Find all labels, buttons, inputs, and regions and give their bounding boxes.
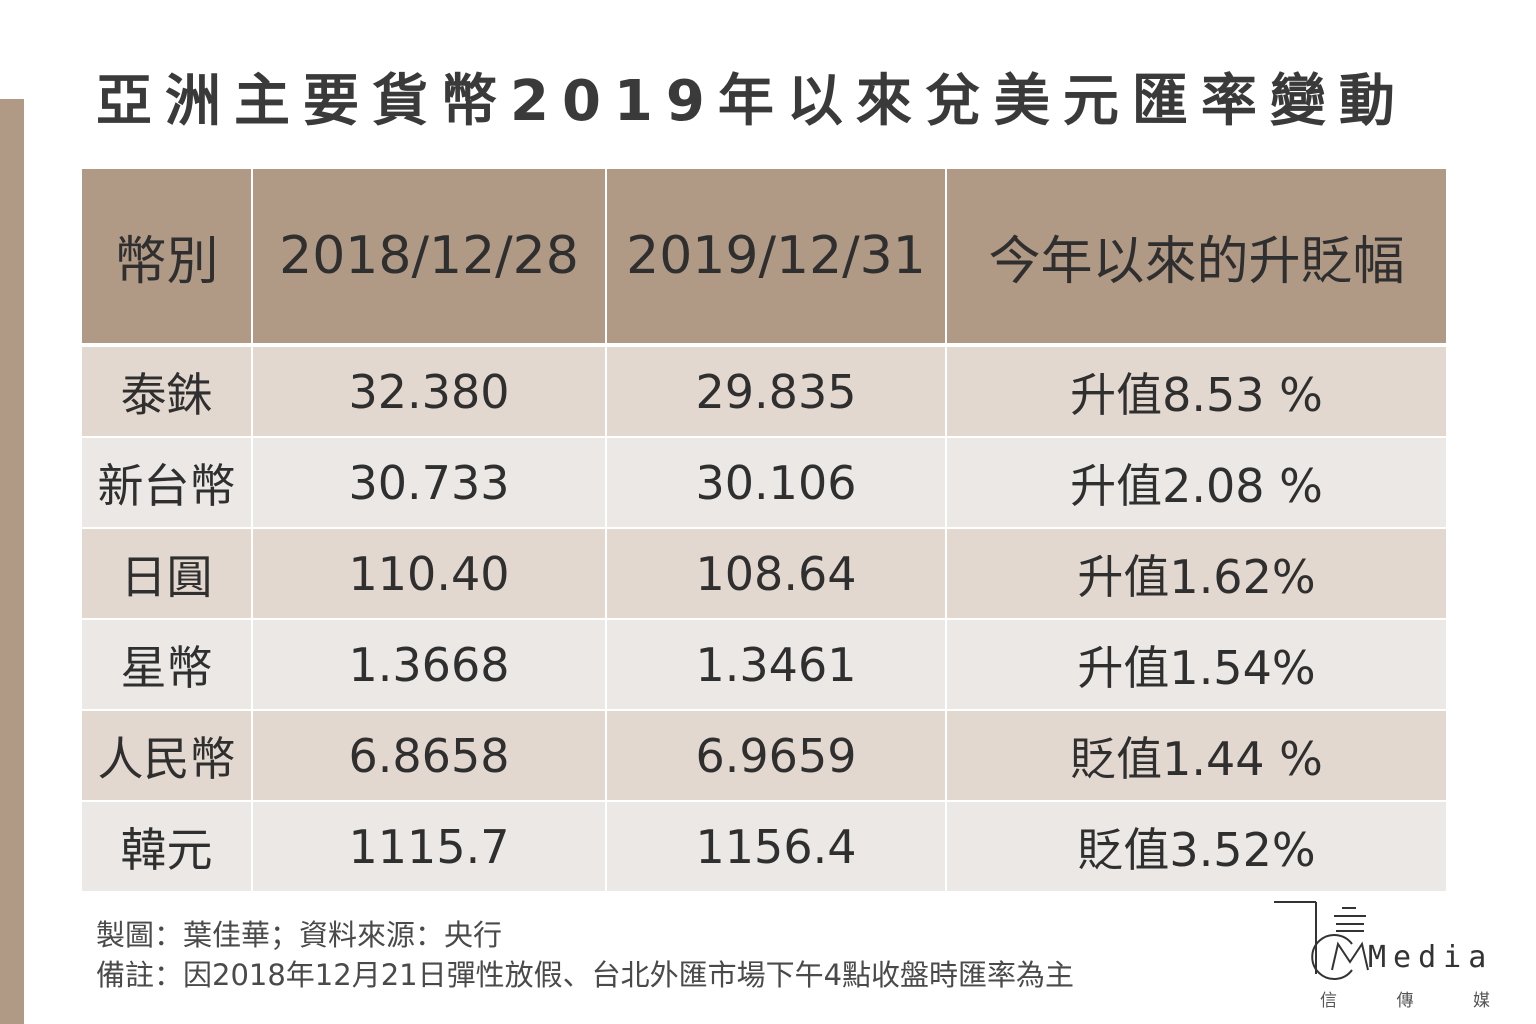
cell-rate-2019: 1156.4 xyxy=(605,800,946,891)
cell-rate-2019: 1.3461 xyxy=(605,618,946,710)
cell-currency: 日圓 xyxy=(82,527,252,619)
cell-currency: 泰銖 xyxy=(82,345,252,437)
source-note: 製圖：葉佳華；資料來源：央行 xyxy=(96,918,503,952)
table-row: 星幣 1.3668 1.3461 升值1.54% xyxy=(82,618,1446,710)
cell-change: 升值1.54% xyxy=(945,618,1446,710)
table-row: 日圓 110.40 108.64 升值1.62% xyxy=(82,527,1446,619)
cell-currency: 人民幣 xyxy=(82,709,252,801)
footnotes: 製圖：葉佳華；資料來源：央行 備註：因2018年12月21日彈性放假、台北外匯市… xyxy=(96,915,1074,995)
cell-currency: 新台幣 xyxy=(82,436,252,528)
cell-rate-2018: 6.8658 xyxy=(251,709,606,801)
table-header-row: 幣別 2018/12/28 2019/12/31 今年以來的升貶幅 xyxy=(82,169,1446,347)
table-row: 人民幣 6.8658 6.9659 貶值1.44 % xyxy=(82,709,1446,801)
header-date-2019: 2019/12/31 xyxy=(605,169,946,347)
table-row: 新台幣 30.733 30.106 升值2.08 % xyxy=(82,436,1446,528)
cell-change: 升值8.53 % xyxy=(945,345,1446,437)
logo-mark-icon xyxy=(1274,901,1369,980)
cell-currency: 韓元 xyxy=(82,800,252,891)
logo-sub-char: 傳 xyxy=(1396,991,1414,1011)
chart-title: 亞洲主要貨幣2019年以來兌美元匯率變動 xyxy=(96,69,1408,134)
cell-change: 升值2.08 % xyxy=(945,436,1446,528)
header-currency: 幣別 xyxy=(82,169,252,347)
exchange-rate-table: 幣別 2018/12/28 2019/12/31 今年以來的升貶幅 泰銖 32.… xyxy=(82,169,1446,891)
cell-change: 貶值1.44 % xyxy=(945,709,1446,801)
cell-change: 貶值3.52% xyxy=(945,800,1446,891)
logo-sub-char: 媒 xyxy=(1473,991,1490,1011)
cell-rate-2019: 108.64 xyxy=(605,527,946,619)
logo-subtitle: 信 傳 媒 xyxy=(1320,986,1490,1011)
remark-note: 備註：因2018年12月21日彈性放假、台北外匯市場下午4點收盤時匯率為主 xyxy=(96,958,1075,992)
logo-sub-char: 信 xyxy=(1320,991,1337,1011)
cell-change: 升值1.62% xyxy=(945,527,1446,619)
cell-rate-2018: 30.733 xyxy=(251,436,606,528)
cell-currency: 星幣 xyxy=(82,618,252,710)
cell-rate-2018: 110.40 xyxy=(251,527,606,619)
left-accent-bar xyxy=(0,99,24,1024)
table-row: 泰銖 32.380 29.835 升值8.53 % xyxy=(82,345,1446,437)
cell-rate-2018: 1115.7 xyxy=(251,800,606,891)
cell-rate-2018: 1.3668 xyxy=(251,618,606,710)
cell-rate-2019: 6.9659 xyxy=(605,709,946,801)
cell-rate-2019: 30.106 xyxy=(605,436,946,528)
logo-text: Media xyxy=(1368,940,1494,975)
cell-rate-2019: 29.835 xyxy=(605,345,946,437)
media-logo: Media 信 傳 媒 xyxy=(1272,896,1502,1016)
cell-rate-2018: 32.380 xyxy=(251,345,606,437)
header-date-2018: 2018/12/28 xyxy=(251,169,606,347)
header-change: 今年以來的升貶幅 xyxy=(945,169,1446,347)
table-row: 韓元 1115.7 1156.4 貶值3.52% xyxy=(82,800,1446,891)
